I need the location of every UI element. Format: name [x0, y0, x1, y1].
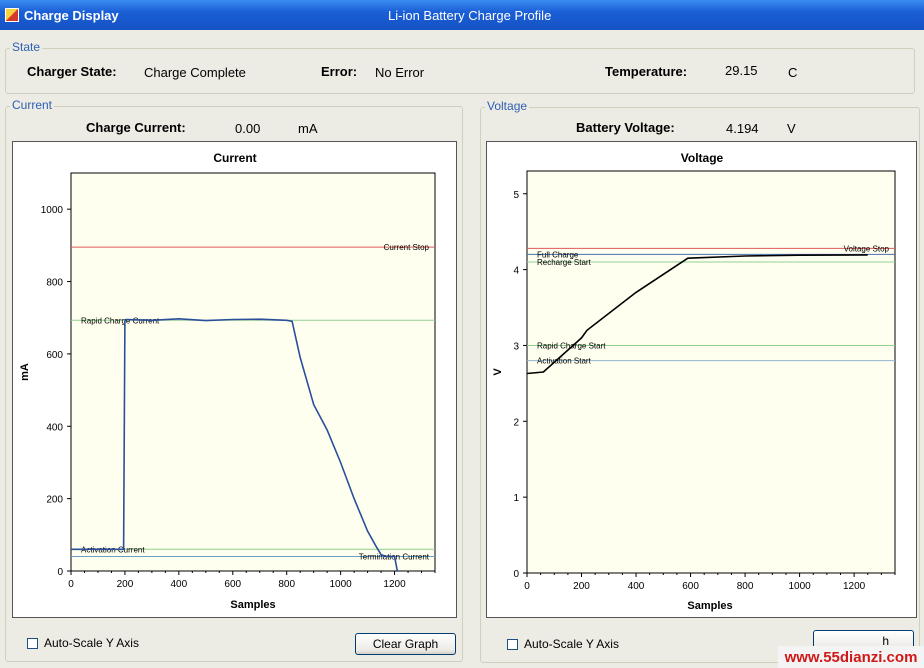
x-tick-label: 200 [573, 581, 590, 592]
x-axis-label: Samples [687, 600, 732, 612]
current-chart: Current Samples mA 0 200 400 600 800 1000 1200 0 20… [12, 141, 457, 618]
y-tick-label: 1000 [41, 205, 64, 216]
x-tick-label: 0 [524, 581, 530, 592]
y-tick-label: 800 [46, 278, 63, 289]
y-tick-label: 3 [513, 341, 519, 352]
x-tick-label: 1200 [383, 579, 406, 590]
title-bar: Charge Display Li-ion Battery Charge Pro… [0, 0, 924, 30]
charger-state-value: Charge Complete [144, 65, 246, 80]
state-group: State [5, 40, 915, 94]
plot-area [526, 170, 896, 574]
current-chart-svg: Current Samples mA 0 200 400 600 800 1000 1200 0 20… [19, 151, 436, 611]
current-auto-scale[interactable]: Auto-Scale Y Axis [27, 636, 139, 650]
current-auto-scale-checkbox[interactable] [27, 637, 38, 649]
threshold-label: Activation Start [537, 357, 592, 366]
charge-current-value: 0.00 [235, 121, 261, 136]
threshold-label: Full Charge [537, 250, 579, 259]
x-tick-label: 0 [68, 579, 74, 590]
y-tick-label: 0 [57, 567, 63, 578]
y-tick-label: 0 [513, 569, 519, 580]
x-tick-label: 600 [224, 579, 241, 590]
chart-title: Voltage [681, 151, 724, 165]
y-tick-label: 4 [513, 266, 519, 277]
battery-voltage-label: Battery Voltage: [576, 120, 675, 135]
x-tick-label: 1000 [330, 579, 353, 590]
y-tick-label: 400 [46, 422, 63, 433]
x-axis-label: Samples [230, 599, 275, 611]
voltage-group: Voltage [480, 99, 920, 663]
battery-voltage-unit: V [787, 121, 796, 136]
y-tick-label: 1 [513, 493, 519, 504]
charger-state-label: Charger State: [27, 64, 117, 79]
x-tick-label: 1200 [843, 581, 866, 592]
state-group-legend: State [10, 40, 43, 54]
current-auto-scale-label: Auto-Scale Y Axis [44, 636, 139, 650]
x-tick-label: 800 [278, 579, 295, 590]
voltage-group-legend: Voltage [485, 99, 530, 113]
voltage-auto-scale[interactable]: Auto-Scale Y Axis [507, 637, 619, 651]
x-tick-label: 200 [117, 579, 134, 590]
x-tick-label: 400 [628, 581, 645, 592]
voltage-auto-scale-label: Auto-Scale Y Axis [524, 637, 619, 651]
voltage-auto-scale-checkbox[interactable] [507, 638, 518, 650]
threshold-label: Current Stop [384, 243, 430, 252]
current-group: Current [5, 98, 463, 662]
voltage-chart-svg: Voltage Samples V 0 200 400 600 800 1000 1200 0 1 2 3… [492, 151, 896, 612]
threshold-label: Voltage Stop [844, 244, 890, 253]
threshold-label: Recharge Start [537, 258, 592, 267]
battery-voltage-value: 4.194 [726, 121, 759, 136]
charge-current-label: Charge Current: [86, 120, 186, 135]
y-tick-label: 600 [46, 350, 63, 361]
plot-area [70, 172, 436, 572]
voltage-chart: Voltage Samples V 0 200 400 600 800 1000 1200 0 1 2 3… [486, 141, 917, 618]
window-title: Charge Display [24, 8, 119, 23]
x-tick-label: 1000 [788, 581, 811, 592]
chart-title: Current [213, 151, 256, 165]
x-tick-label: 800 [737, 581, 754, 592]
charge-current-unit: mA [298, 121, 318, 136]
y-tick-label: 200 [46, 495, 63, 506]
y-axis-label: V [492, 368, 504, 376]
app-icon [5, 8, 19, 22]
y-tick-label: 5 [513, 190, 519, 201]
error-value: No Error [375, 65, 425, 80]
clear-graph-button[interactable]: Clear Graph [355, 633, 456, 655]
y-axis-label: mA [19, 363, 31, 381]
x-tick-label: 600 [682, 581, 699, 592]
series-line [71, 317, 399, 572]
temperature-value: 29.15 [725, 63, 758, 78]
temperature-unit: C [788, 65, 798, 80]
temperature-label: Temperature: [605, 64, 688, 79]
y-tick-label: 2 [513, 417, 519, 428]
x-tick-label: 400 [171, 579, 188, 590]
watermark: www.55dianzi.com [778, 646, 924, 668]
current-group-legend: Current [10, 98, 55, 112]
window-subtitle: Li-ion Battery Charge Profile [388, 8, 552, 23]
error-label: Error: [321, 64, 358, 79]
series-line [526, 254, 868, 375]
threshold-label: Rapid Charge Current [81, 316, 160, 325]
